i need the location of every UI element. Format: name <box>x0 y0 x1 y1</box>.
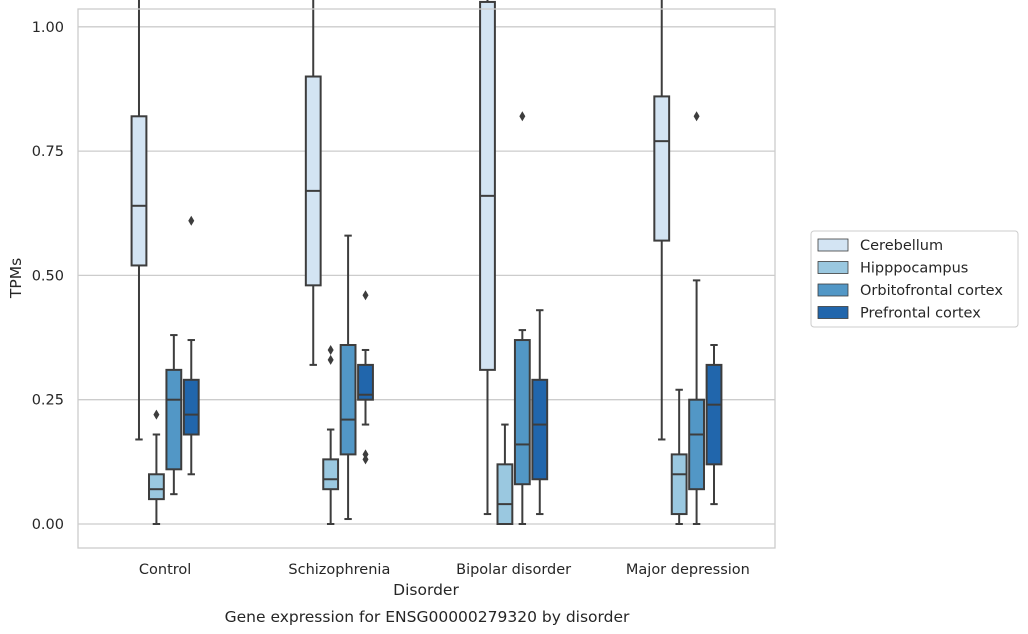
y-tick-label: 0.50 <box>32 268 64 284</box>
y-tick-label: 0.25 <box>32 393 64 409</box>
x-tick-label: Schizophrenia <box>288 562 390 578</box>
box-groups <box>130 0 723 525</box>
outlier-point <box>153 409 160 420</box>
box-0-0 <box>130 0 148 441</box>
y-tick-label: 0.75 <box>32 144 64 160</box>
legend-swatch <box>817 283 849 297</box>
box-body <box>670 453 688 516</box>
outlier-point <box>362 449 369 460</box>
outlier-point <box>327 344 334 355</box>
x-tick-label: Control <box>139 562 191 578</box>
box-3-3 <box>705 344 723 506</box>
box-body <box>357 363 374 401</box>
box-body <box>513 339 531 486</box>
x-axis-title: Disorder <box>393 581 459 599</box>
legend-label: Hipppocampus <box>860 261 968 277</box>
box-2-0 <box>165 334 183 496</box>
box-body <box>705 363 723 466</box>
plot-area <box>78 9 775 548</box>
outlier-point <box>519 111 526 122</box>
x-tick-labels: Control Schizophrenia Bipolar disorder Majo… <box>139 562 750 578</box>
legend: Cerebellum Hipppocampus Orbitofrontal cort… <box>810 230 1019 328</box>
box-body <box>148 473 165 501</box>
box-2-3 <box>688 111 705 525</box>
box-1-2 <box>496 423 514 525</box>
box-body <box>339 344 357 456</box>
box-1-3 <box>670 388 688 525</box>
x-tick-label: Major depression <box>626 562 750 578</box>
box-body <box>130 115 148 267</box>
box-body <box>479 0 496 371</box>
plot-frame <box>77 8 776 549</box>
legend-frame <box>810 230 1019 328</box>
box-0-3 <box>653 0 671 441</box>
outlier-point <box>693 111 700 122</box>
x-tick-label: Bipolar disorder <box>456 562 571 578</box>
legend-label: Orbitofrontal cortex <box>860 283 1003 299</box>
box-body <box>496 463 514 525</box>
legend-swatch <box>817 306 849 319</box>
box-body <box>688 398 705 491</box>
box-1-0 <box>148 409 165 525</box>
box-body <box>653 95 671 242</box>
outlier-point <box>327 354 334 365</box>
box-0-1 <box>304 0 322 366</box>
box-body <box>304 75 322 287</box>
box-body <box>182 378 200 436</box>
y-tick-labels: 0.000.250.500.751.001.251.501.752.00 <box>32 20 64 533</box>
legend-swatch <box>817 238 849 252</box>
box-3-0 <box>182 215 200 476</box>
y-tick-label: 0.00 <box>32 517 64 533</box>
box-1-1 <box>322 344 340 525</box>
legend-label: Prefrontal cortex <box>860 306 981 322</box>
box-3-1 <box>357 290 374 465</box>
box-body <box>322 458 340 491</box>
box-3-2 <box>531 309 549 516</box>
y-axis-title: TPMs <box>7 258 25 299</box>
outlier-point <box>362 290 369 301</box>
legend-label: Cerebellum <box>860 238 943 254</box>
box-2-2 <box>513 111 531 525</box>
box-0-2 <box>479 0 496 516</box>
box-body <box>531 378 549 481</box>
box-2-1 <box>339 234 357 521</box>
legend-swatch <box>817 261 849 274</box>
box-body <box>165 368 183 471</box>
chart-caption: Gene expression for ENSG00000279320 by d… <box>225 608 630 626</box>
outlier-point <box>188 215 195 226</box>
y-tick-label: 1.00 <box>32 20 64 36</box>
